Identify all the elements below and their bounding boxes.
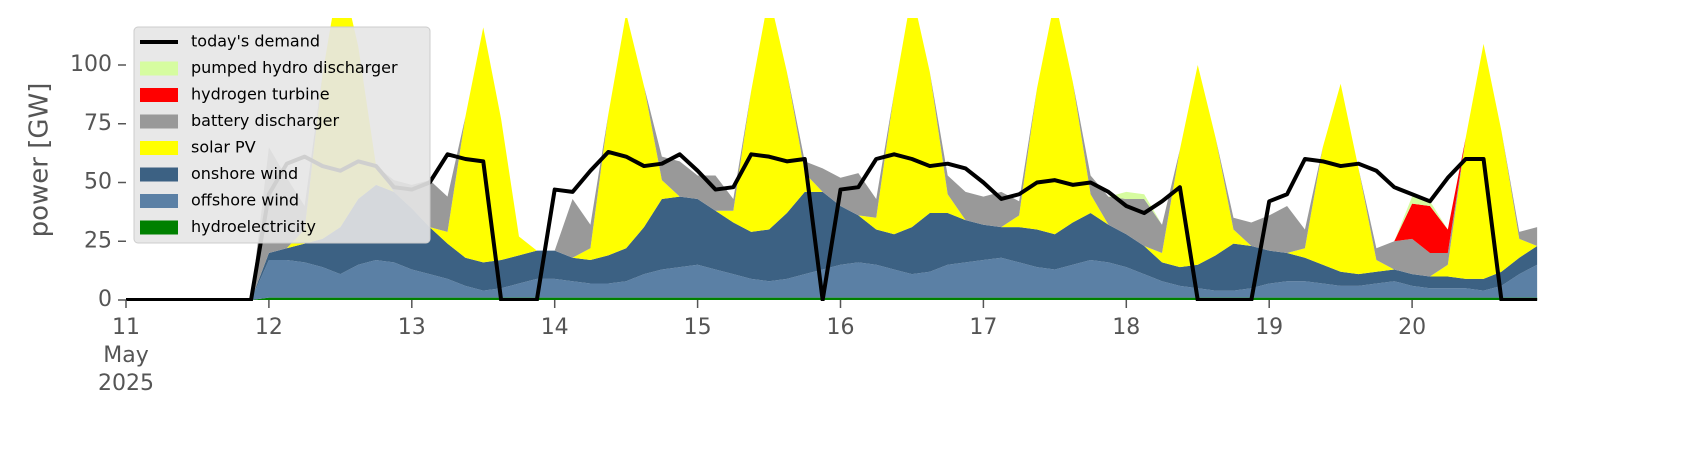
x-tick-label: 20 <box>1398 315 1427 340</box>
y-tick-label: 50 <box>84 170 112 195</box>
legend-patch <box>140 114 178 129</box>
area <box>126 18 1538 300</box>
x-tick-label: 15 <box>683 315 712 340</box>
x-tick-label: 13 <box>397 315 426 340</box>
x-tick-label: 12 <box>254 315 283 340</box>
x-tick-label: 18 <box>1112 315 1141 340</box>
axes: 0 25 50 75 100 <box>70 52 1413 312</box>
x-tick-label: 14 <box>540 315 569 340</box>
y-tick-label: 75 <box>84 111 112 136</box>
legend: today's demand pumped hydro discharger hyd… <box>133 26 431 244</box>
legend-label: offshore wind <box>191 191 299 210</box>
legend-patch <box>140 194 178 208</box>
x-tick-label: 16 <box>826 315 855 340</box>
y-tick-label: 25 <box>84 228 112 253</box>
x-tick-label: 17 <box>969 315 998 340</box>
legend-label: battery discharger <box>191 111 339 130</box>
area <box>126 257 1538 300</box>
area <box>126 297 1538 300</box>
y-tick-label: 100 <box>70 52 112 77</box>
legend-patch <box>140 88 178 102</box>
legend-patch <box>140 220 178 235</box>
y-axis-label: power [GW] <box>25 83 55 238</box>
legend-label: solar PV <box>191 138 256 157</box>
legend-label: hydrogen turbine <box>191 85 330 104</box>
legend-label: onshore wind <box>191 164 298 183</box>
legend-patch <box>140 167 178 182</box>
x-tick-label: 19 <box>1255 315 1284 340</box>
legend-label: hydroelectricity <box>191 217 316 236</box>
legend-label: today's demand <box>191 32 320 51</box>
legend-patch <box>140 141 178 155</box>
legend-label: pumped hydro discharger <box>191 58 398 77</box>
legend-patch <box>140 61 178 76</box>
x-tick-label: 11 May 2025 <box>98 315 154 396</box>
legend-box <box>133 26 431 244</box>
y-tick-label: 0 <box>98 287 112 312</box>
